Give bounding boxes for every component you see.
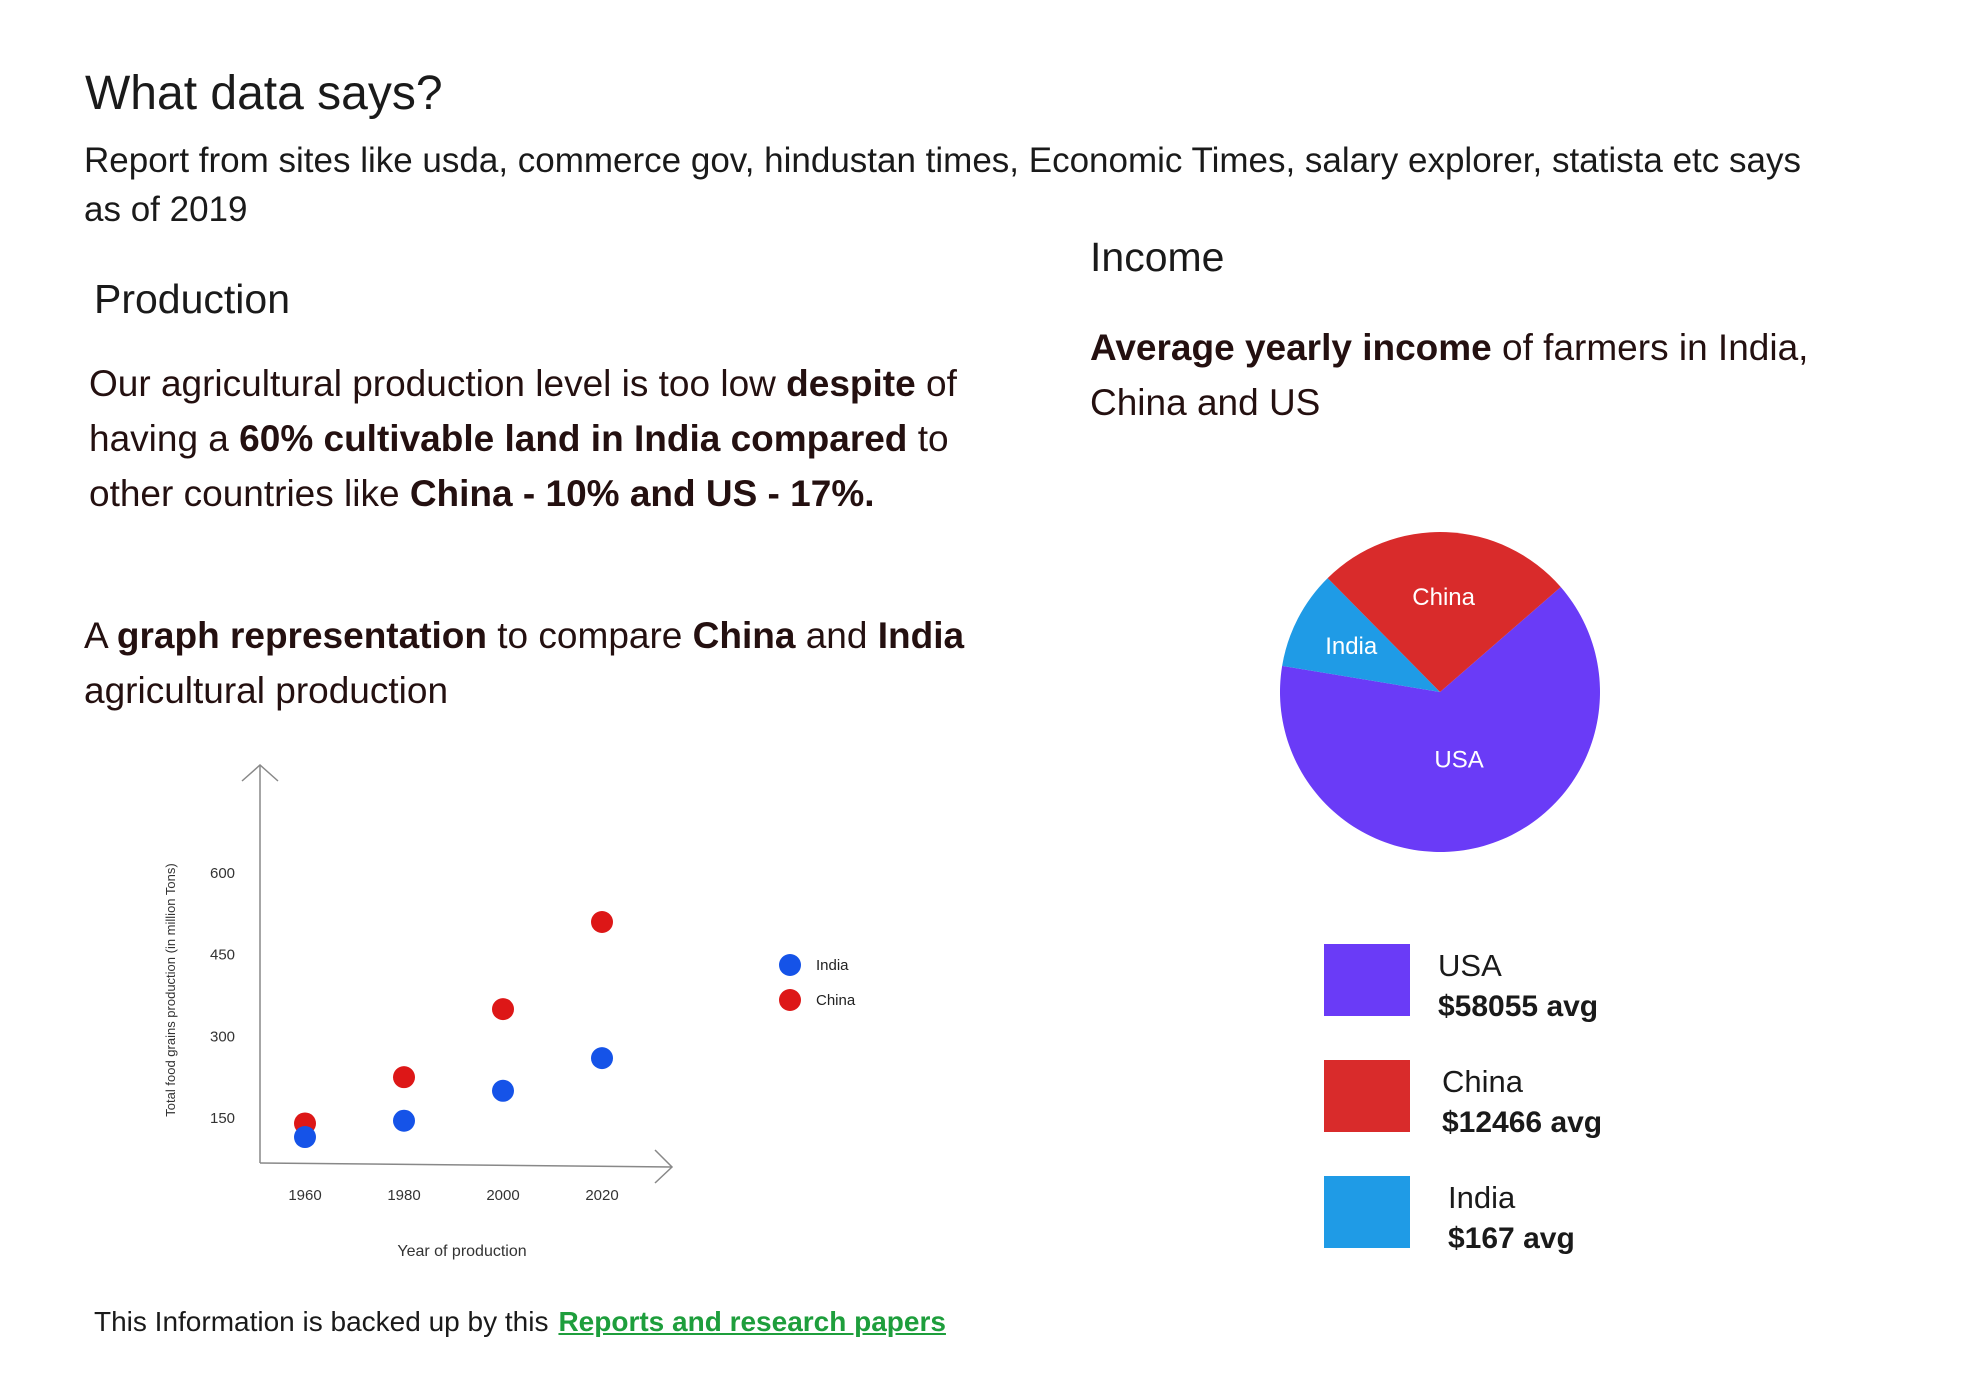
data-point-india (492, 1079, 514, 1102)
graph-caption: A graph representation to compare China … (84, 608, 1024, 718)
production-heading: Production (94, 276, 291, 322)
data-point-india (591, 1047, 613, 1070)
x-tick-label: 2020 (585, 1187, 618, 1204)
legend-label-china: China (816, 992, 856, 1009)
caption-part: agricultural production (84, 670, 449, 711)
caption-part: A (84, 615, 117, 656)
legend-value: $167 avg (1448, 1222, 1575, 1255)
data-point-india (393, 1109, 415, 1132)
intro-text: Report from sites like usda, commerce go… (84, 141, 1801, 229)
data-point-china (591, 911, 613, 933)
data-point-china (393, 1066, 415, 1089)
y-tick-label: 150 (210, 1110, 235, 1127)
caption-part: to compare (487, 615, 693, 656)
x-tick-label: 1980 (387, 1187, 420, 1204)
x-axis-arrow (654, 1149, 674, 1184)
pie-slice-usa (1280, 587, 1600, 852)
x-tick-label: 2000 (486, 1187, 519, 1204)
y-tick-label: 600 (210, 865, 235, 882)
legend-value: $12466 avg (1442, 1106, 1603, 1139)
income-text: Average yearly income of farmers in Indi… (1090, 320, 1850, 430)
production-text-part: Our agricultural production level is too… (89, 363, 787, 404)
y-axis-arrow (241, 763, 279, 782)
production-text-bold: 60% cultivable land in India compared (239, 418, 908, 459)
legend-marker-india (779, 954, 801, 976)
income-text-part: of farmers in India, China and US (1090, 327, 1809, 423)
y-tick-label: 300 (210, 1028, 235, 1045)
legend-name: USA (1438, 948, 1502, 983)
legend-swatch-india (1324, 1176, 1410, 1248)
caption-part: and (795, 615, 878, 656)
legend-value: $58055 avg (1438, 990, 1599, 1023)
legend-name: India (1448, 1180, 1516, 1215)
legend-name: China (1442, 1064, 1523, 1099)
income-heading: Income (1090, 234, 1225, 280)
production-scatter-chart: 150 300 450 600 1960 1980 2000 2020 Year of prod… (163, 763, 856, 1260)
legend-swatch-usa (1324, 944, 1410, 1016)
production-text-part: of having a (89, 363, 957, 459)
pie-label-india: India (1325, 633, 1378, 660)
data-point-china (492, 998, 514, 1021)
pie-label-usa: USA (1434, 746, 1483, 773)
y-axis-label: Total food grains production (in million… (163, 863, 178, 1116)
production-text-bold: China - 10% and US - 17%. (409, 473, 875, 514)
legend-swatch-china (1324, 1060, 1410, 1132)
footer: This Information is backed up by this Rep… (94, 1306, 946, 1338)
x-tick-label: 1960 (288, 1187, 321, 1204)
x-axis-label: Year of production (397, 1243, 526, 1260)
data-point-india (294, 1126, 316, 1149)
production-text-bold: despite (786, 363, 916, 404)
production-text: Our agricultural production level is too… (89, 356, 1009, 521)
pie-slice-india (1282, 578, 1440, 692)
production-text-part: to other countries like (89, 418, 949, 514)
x-axis (259, 1162, 673, 1168)
pie-label-china: China (1412, 584, 1475, 611)
income-pie-chart: USA India China (1280, 532, 1600, 852)
legend-marker-china (779, 989, 801, 1011)
income-text-bold: Average yearly income (1090, 327, 1492, 368)
page-title: What data says? (85, 67, 443, 120)
caption-bold: India (877, 615, 965, 656)
pie-slice-china (1327, 532, 1561, 692)
caption-bold: China (692, 615, 796, 656)
footer-text: This Information is backed up by this (94, 1306, 549, 1337)
reports-link[interactable]: Reports and research papers (558, 1306, 946, 1337)
caption-bold: graph representation (116, 615, 487, 656)
legend-label-india: India (816, 957, 849, 974)
y-tick-label: 450 (210, 947, 235, 964)
